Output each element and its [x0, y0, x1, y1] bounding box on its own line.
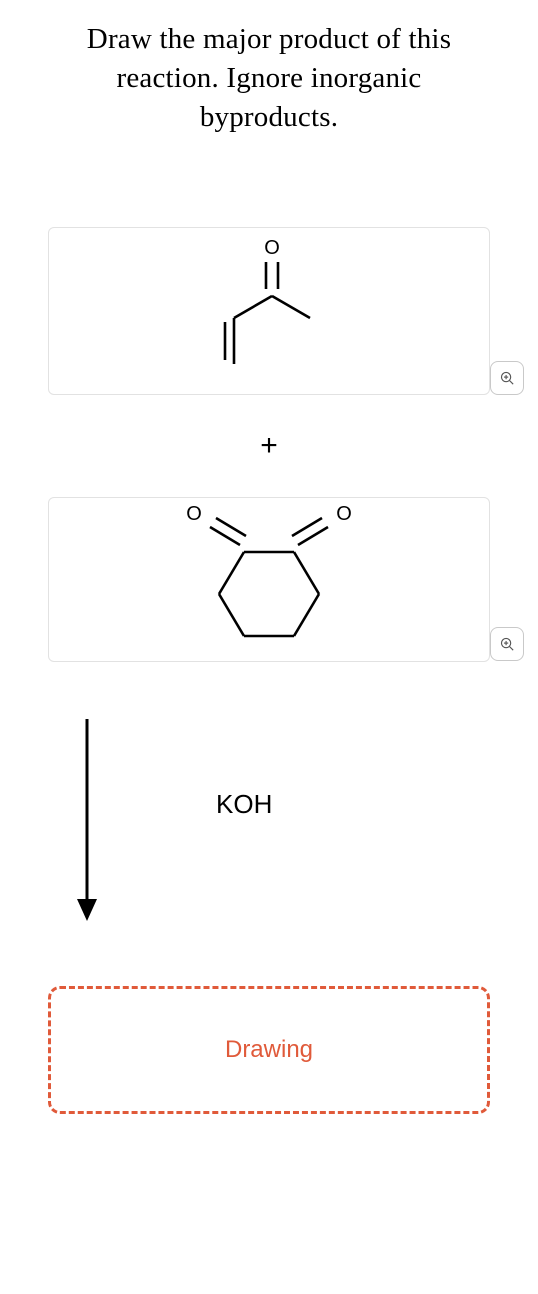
reaction-arrow [67, 715, 107, 925]
zoom-in-icon [499, 636, 516, 653]
zoom-button-reactant-1[interactable] [490, 361, 524, 395]
prompt-line: Draw the major product of this [87, 23, 451, 55]
reactant-1-structure: O [139, 236, 399, 386]
reaction-arrow-region: KOH [22, 710, 516, 930]
prompt-line: byproducts. [200, 101, 338, 133]
question-prompt: Draw the major product of this reaction.… [22, 20, 516, 137]
plus-operator: + [22, 429, 516, 463]
drawing-placeholder-label: Drawing [225, 1036, 313, 1064]
drawing-answer-box[interactable]: Drawing [48, 986, 490, 1114]
reactant-1-box: O [48, 227, 490, 395]
reagent-label: KOH [216, 789, 272, 820]
zoom-in-icon [499, 370, 516, 387]
atom-label-oxygen: O [264, 237, 280, 259]
reactant-2-structure: O O [134, 502, 404, 657]
atom-label-oxygen-left: O [186, 503, 202, 525]
prompt-line: reaction. Ignore inorganic [116, 62, 421, 94]
zoom-button-reactant-2[interactable] [490, 627, 524, 661]
atom-label-oxygen-right: O [336, 503, 352, 525]
reactant-2-box: O O [48, 497, 490, 662]
